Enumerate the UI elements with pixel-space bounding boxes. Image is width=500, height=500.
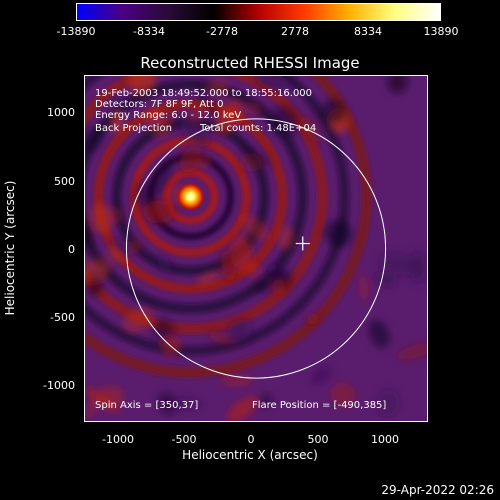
noise-blob bbox=[99, 385, 125, 406]
noise-blob bbox=[397, 343, 427, 360]
noise-blob bbox=[254, 281, 277, 292]
noise-blob bbox=[358, 274, 369, 302]
noise-blob bbox=[378, 253, 418, 276]
noise-blob bbox=[270, 106, 300, 137]
flare-position-text: Flare Position = [-490,385] bbox=[252, 400, 387, 411]
noise-blob bbox=[123, 307, 153, 333]
noise-blob bbox=[85, 126, 104, 152]
time-range-text: 19-Feb-2003 18:49:52.000 to 18:55:16.000 bbox=[95, 88, 313, 99]
noise-blob bbox=[90, 202, 113, 234]
y-tick-label: 500 bbox=[54, 175, 75, 188]
noise-blob bbox=[310, 365, 332, 385]
colorbar-tick: 2778 bbox=[281, 25, 309, 38]
y-tick-label: -1000 bbox=[43, 379, 75, 392]
noise-blob bbox=[387, 76, 408, 93]
y-tick-label: -500 bbox=[50, 311, 75, 324]
noise-blob bbox=[142, 200, 175, 224]
noise-blob bbox=[128, 76, 157, 95]
noise-blob bbox=[106, 206, 123, 224]
colorbar-tick: -2778 bbox=[206, 25, 238, 38]
noise-blob bbox=[226, 396, 257, 421]
noise-blob bbox=[85, 388, 119, 412]
noise-blob bbox=[109, 97, 130, 116]
noise-blob bbox=[330, 382, 356, 408]
noise-blob bbox=[374, 272, 398, 287]
noise-blob bbox=[85, 395, 100, 419]
noise-blob bbox=[172, 397, 202, 409]
noise-blob bbox=[196, 87, 220, 118]
noise-blob bbox=[188, 107, 207, 123]
noise-blob bbox=[110, 110, 124, 134]
noise-blob bbox=[231, 235, 254, 273]
noise-blob bbox=[368, 319, 391, 348]
noise-blob bbox=[108, 248, 124, 263]
detectors-text: Detectors: 7F 8F 9F, Att 0 bbox=[95, 99, 224, 110]
noise-blob bbox=[85, 215, 93, 248]
noise-blob bbox=[322, 99, 346, 124]
method-text: Back Projection bbox=[95, 123, 172, 134]
reconstructed-image bbox=[85, 76, 427, 421]
solar-limb-circle bbox=[125, 118, 387, 379]
noise-blob bbox=[244, 101, 262, 115]
spin-axis-text: Spin Axis = [350,37] bbox=[95, 400, 199, 411]
noise-blob bbox=[227, 318, 252, 343]
noise-blob bbox=[239, 153, 263, 172]
noise-blob bbox=[376, 389, 400, 417]
noise-blob bbox=[220, 375, 253, 385]
plot-title: Reconstructed RHESSI Image bbox=[140, 54, 360, 72]
sidelobe-ring bbox=[85, 76, 350, 356]
x-axis-label: Heliocentric X (arcsec) bbox=[182, 448, 318, 462]
image-plot-area bbox=[84, 75, 428, 422]
noise-blob bbox=[164, 107, 174, 129]
colorbar bbox=[76, 3, 441, 21]
noise-blob bbox=[240, 213, 269, 241]
noise-blob bbox=[180, 115, 210, 147]
noise-blob bbox=[196, 271, 220, 285]
noise-blob bbox=[155, 162, 172, 195]
noise-blob bbox=[145, 107, 169, 138]
noise-blob bbox=[180, 147, 202, 173]
x-tick-label: 500 bbox=[307, 433, 329, 446]
total-counts-text: Total counts: 1.48E+04 bbox=[200, 123, 317, 134]
colorbar-tick: -13890 bbox=[56, 25, 96, 38]
energy-range-text: Energy Range: 6.0 - 12.0 keV bbox=[95, 110, 242, 121]
noise-blob bbox=[207, 331, 238, 345]
sidelobe-ring bbox=[85, 76, 372, 378]
sidelobe-ring bbox=[94, 100, 288, 294]
noise-blob bbox=[325, 220, 353, 247]
noise-blob bbox=[258, 393, 273, 409]
x-tick-label: 1000 bbox=[371, 433, 399, 446]
noise-blob bbox=[306, 313, 319, 325]
spin-axis-marker bbox=[295, 236, 310, 251]
noise-blob bbox=[221, 250, 236, 282]
noise-blob bbox=[157, 254, 172, 275]
sidelobe-pattern bbox=[85, 76, 372, 378]
plot-timestamp: 29-Apr-2022 02:26 bbox=[381, 483, 494, 497]
colorbar-tick: 13890 bbox=[423, 25, 459, 38]
y-tick-label: 1000 bbox=[47, 106, 75, 119]
noise-blob bbox=[300, 115, 321, 143]
x-tick-label: 0 bbox=[247, 433, 255, 446]
noise-blob bbox=[256, 76, 290, 91]
y-axis-label: Heliocentric Y (arcsec) bbox=[3, 180, 17, 316]
noise-blob bbox=[215, 100, 243, 135]
noise-blob bbox=[85, 258, 111, 283]
noise-blob bbox=[278, 225, 294, 250]
noise-blob bbox=[207, 79, 230, 95]
colorbar-tick: -8334 bbox=[133, 25, 165, 38]
x-tick-label: -500 bbox=[171, 433, 197, 446]
noise-blob bbox=[409, 252, 426, 283]
sidelobe-ring bbox=[85, 76, 328, 334]
flare-source bbox=[176, 182, 205, 211]
sidelobe-ring bbox=[85, 79, 308, 314]
noise-blob bbox=[157, 392, 178, 415]
x-tick-label: -1000 bbox=[102, 433, 134, 446]
sidelobe-ring bbox=[163, 169, 219, 225]
colorbar-tick: 8334 bbox=[354, 25, 382, 38]
y-tick-label: 0 bbox=[68, 243, 75, 256]
noise-blob bbox=[271, 279, 285, 295]
noise-pattern bbox=[85, 76, 427, 421]
noise-blob bbox=[133, 182, 159, 208]
